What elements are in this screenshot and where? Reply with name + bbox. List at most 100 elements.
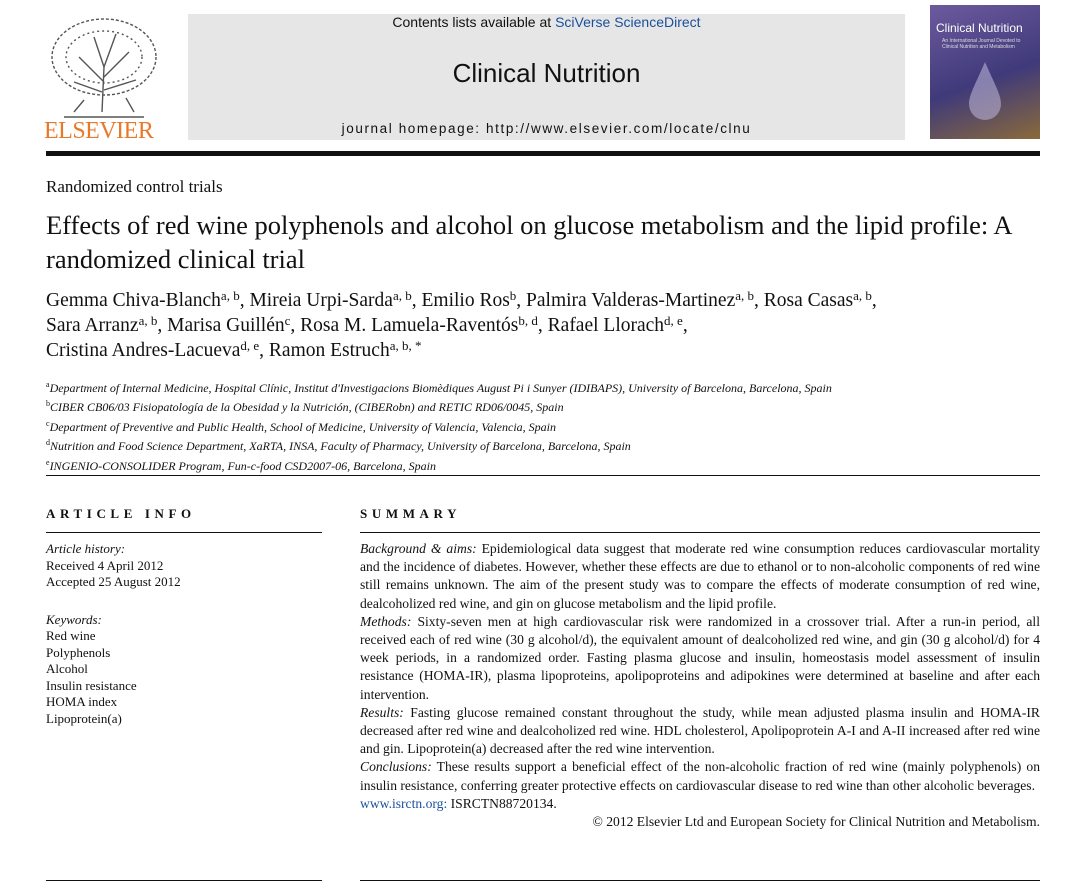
authors: Gemma Chiva-Blancha, b, Mireia Urpi-Sard… xyxy=(46,288,877,363)
paragraph-label: Results: xyxy=(360,704,404,720)
paragraph-text: Fasting glucose remained constant throug… xyxy=(360,704,1040,757)
keywords-label: Keywords: xyxy=(46,611,102,627)
affil-text: Department of Internal Medicine, Hospita… xyxy=(49,381,832,395)
registry-id: ISRCTN88720134. xyxy=(450,795,557,811)
author-affil: a, b xyxy=(220,288,240,303)
summary-paragraph: Methods: Sixty-seven men at high cardiov… xyxy=(360,613,1040,704)
affil-label: a xyxy=(46,380,50,389)
affiliation: eINGENIO-CONSOLIDER Program, Fun-c-food … xyxy=(46,455,832,474)
info-heading: ARTICLE INFO xyxy=(46,506,196,521)
author-affil: a, b, * xyxy=(389,338,422,353)
cover-subtitle: An International Journal Devoted to Clin… xyxy=(942,38,1021,50)
divider xyxy=(360,880,1040,881)
author-affil: a, b xyxy=(735,288,755,303)
affiliation: aDepartment of Internal Medicine, Hospit… xyxy=(46,377,832,396)
summary-paragraph: Conclusions: These results support a ben… xyxy=(360,758,1040,794)
author-line: Cristina Andres-Lacuevad, e, Ramon Estru… xyxy=(46,338,877,363)
paragraph-label: Conclusions: xyxy=(360,759,432,775)
homepage-prefix: journal homepage: xyxy=(341,121,481,136)
author-name: Sara Arranz xyxy=(46,315,139,336)
summary-paragraph: Background & aims: Epidemiological data … xyxy=(360,540,1040,613)
paragraph-text: Sixty-seven men at high cardiovascular r… xyxy=(360,613,1040,702)
cover-drop xyxy=(969,62,1001,120)
summary: Background & aims: Epidemiological data … xyxy=(360,540,1040,831)
homepage-url[interactable]: http://www.elsevier.com/locate/clnu xyxy=(486,121,752,136)
separator: , xyxy=(157,315,163,336)
summary-paragraph: Results: Fasting glucose remained consta… xyxy=(360,704,1040,759)
separator: , xyxy=(411,290,417,311)
header-rule xyxy=(46,151,1040,156)
article-info: Article history: Received 4 April 2012 Acc… xyxy=(46,541,316,727)
history-item: Accepted 25 August 2012 xyxy=(46,574,181,589)
author-affil: b, d xyxy=(518,313,538,328)
separator: , xyxy=(516,290,522,311)
author-name: Ramon Estruch xyxy=(268,340,390,361)
history-item: Received 4 April 2012 xyxy=(46,557,164,573)
publisher-name: ELSEVIER xyxy=(44,118,154,144)
contents-line: Contents lists available at SciVerse Sci… xyxy=(188,14,905,30)
cover-title: Clinical Nutrition xyxy=(936,21,1023,35)
affiliation: bCIBER CB06/03 Fisiopatología de la Obes… xyxy=(46,396,832,415)
author-name: Mireia Urpi-Sarda xyxy=(249,290,393,311)
affil-text: Department of Preventive and Public Heal… xyxy=(49,419,556,434)
author-affil: a, b xyxy=(138,313,158,328)
divider xyxy=(46,532,322,533)
keyword: Alcohol xyxy=(46,661,88,676)
paragraph-label: Methods: xyxy=(360,613,412,629)
separator: , xyxy=(239,290,245,311)
keyword: Polyphenols xyxy=(46,644,111,660)
author-affil: a, b xyxy=(392,288,412,303)
affil-text: CIBER CB06/03 Fisiopatología de la Obesi… xyxy=(50,400,564,415)
affil-label: e xyxy=(46,457,50,467)
author-name: Emilio Ros xyxy=(421,290,510,311)
author-affil: b xyxy=(509,288,517,303)
separator: , xyxy=(754,290,759,311)
author-name: Gemma Chiva-Blanch xyxy=(46,290,221,311)
registry-link[interactable]: www.isrctn.org: xyxy=(360,795,448,811)
keyword: Lipoprotein(a) xyxy=(46,710,122,726)
history-label: Article history: xyxy=(46,541,126,556)
journal-name: Clinical Nutrition xyxy=(452,58,641,88)
copyright: © 2012 Elsevier Ltd and European Society… xyxy=(592,814,1041,830)
author-affil: a, b xyxy=(853,288,872,303)
affil-label: c xyxy=(46,418,50,428)
affil-label: d xyxy=(46,438,50,448)
affil-text: Nutrition and Food Science Department, X… xyxy=(50,439,631,454)
author-line: Gemma Chiva-Blancha, b, Mireia Urpi-Sard… xyxy=(46,288,877,313)
journal-cover: Clinical Nutrition An International Jour… xyxy=(930,5,1040,139)
affiliation: dNutrition and Food Science Department, … xyxy=(46,435,832,454)
contents-prefix: Contents lists available at xyxy=(392,14,552,30)
keyword: HOMA index xyxy=(46,694,118,709)
homepage-line: journal homepage: http://www.elsevier.co… xyxy=(188,121,905,136)
keyword: Insulin resistance xyxy=(46,677,137,693)
author-line: Sara Arranza, b, Marisa Guillénc, Rosa M… xyxy=(46,313,877,338)
author-affil: d, e xyxy=(664,313,683,328)
publisher-logo xyxy=(51,18,157,118)
keyword: Red wine xyxy=(46,628,96,643)
separator: , xyxy=(682,315,688,336)
separator: , xyxy=(290,315,296,336)
affil-label: b xyxy=(46,399,50,409)
author-name: Marisa Guillén xyxy=(167,315,285,336)
author-name: Rosa Casas xyxy=(763,290,854,311)
divider xyxy=(46,880,322,881)
separator: , xyxy=(871,290,877,311)
affil-text: INGENIO-CONSOLIDER Program, Fun-c-food C… xyxy=(49,458,436,473)
author-name: Cristina Andres-Lacueva xyxy=(46,340,241,361)
divider xyxy=(360,532,1040,533)
paragraph-text: These results support a beneficial effec… xyxy=(360,759,1040,793)
registry: www.isrctn.org: ISRCTN88720134. xyxy=(360,795,1040,813)
author-affil: d, e xyxy=(240,338,260,353)
header-box xyxy=(188,14,905,140)
paragraph-text: Epidemiological data suggest that modera… xyxy=(360,541,1041,611)
article-type: Randomized control trials xyxy=(46,177,223,196)
separator: , xyxy=(259,340,265,361)
affiliation: cDepartment of Preventive and Public Hea… xyxy=(46,416,832,435)
author-name: Rafael Llorach xyxy=(547,315,665,336)
divider xyxy=(46,475,1040,476)
contents-link[interactable]: SciVerse ScienceDirect xyxy=(555,14,701,30)
author-affil: c xyxy=(284,313,291,328)
paragraph-label: Background & aims: xyxy=(360,541,477,556)
author-name: Rosa M. Lamuela-Raventós xyxy=(300,315,519,336)
